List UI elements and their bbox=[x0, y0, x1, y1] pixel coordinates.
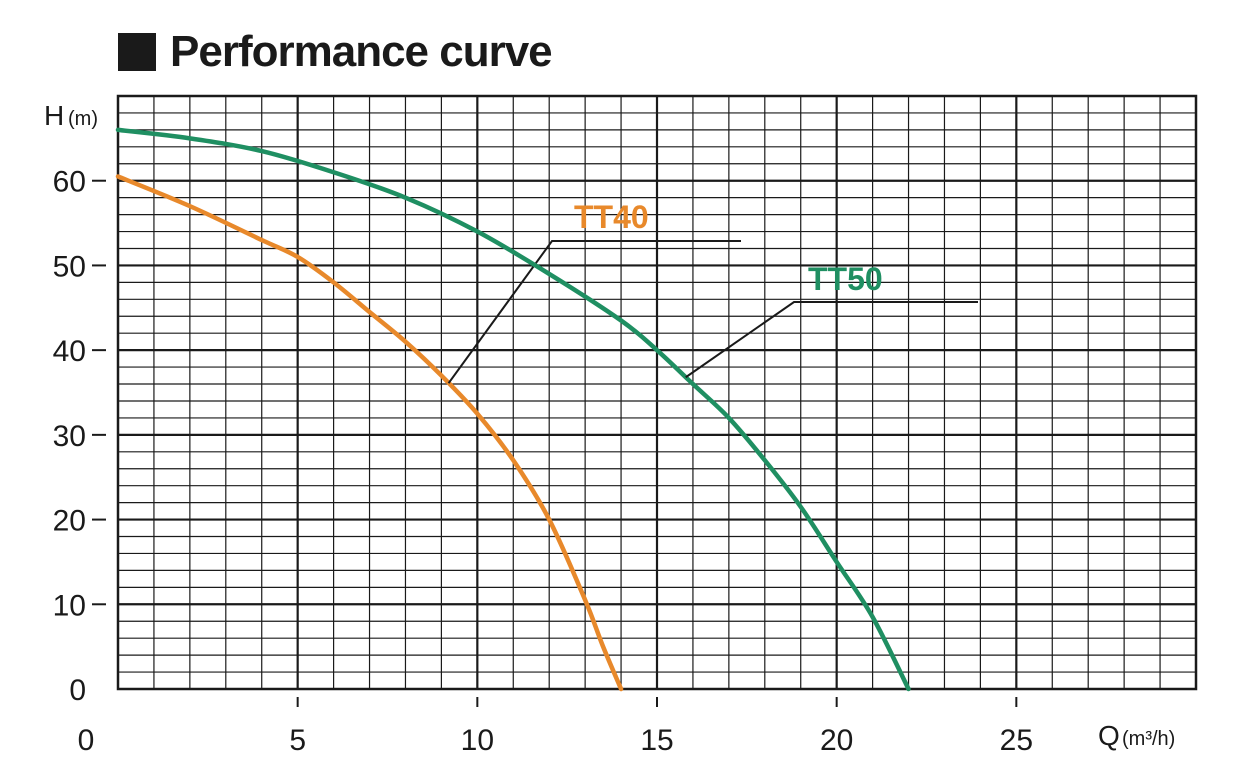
y-tick-label: 60 bbox=[53, 166, 86, 199]
series-label-tt50: TT50 bbox=[808, 261, 883, 297]
y-tick-label: 40 bbox=[53, 335, 86, 368]
series-line-tt40 bbox=[115, 174, 624, 692]
x-tick-label: 0 bbox=[78, 724, 95, 757]
y-tick-label: 30 bbox=[53, 420, 86, 453]
title-square-icon bbox=[118, 33, 156, 71]
plot-frame bbox=[116, 94, 1198, 691]
series-line-tt50 bbox=[115, 127, 911, 692]
x-axis-label: Q bbox=[1098, 720, 1120, 751]
x-axis-unit: (m³/h) bbox=[1122, 728, 1175, 750]
y-tick-label: 20 bbox=[53, 505, 86, 538]
y-axis-unit: (m) bbox=[68, 108, 98, 130]
series-label-tt40: TT40 bbox=[574, 199, 649, 235]
x-tick-label: 10 bbox=[461, 724, 494, 757]
y-tick-label: 50 bbox=[53, 250, 86, 283]
y-tick-label: 0 bbox=[69, 674, 86, 707]
y-axis-label: H bbox=[44, 100, 64, 131]
chart-title: Performance curve bbox=[118, 24, 553, 80]
x-tick-label: 5 bbox=[289, 724, 306, 757]
chart-title-text: Performance curve bbox=[170, 27, 553, 76]
series-leader-tt40 bbox=[447, 240, 741, 384]
y-tick-label: 10 bbox=[53, 589, 86, 622]
x-tick-label: 15 bbox=[640, 724, 673, 757]
x-tick-label: 20 bbox=[820, 724, 853, 757]
series-leader-tt50 bbox=[685, 301, 978, 379]
x-tick-label: 25 bbox=[1000, 724, 1033, 757]
